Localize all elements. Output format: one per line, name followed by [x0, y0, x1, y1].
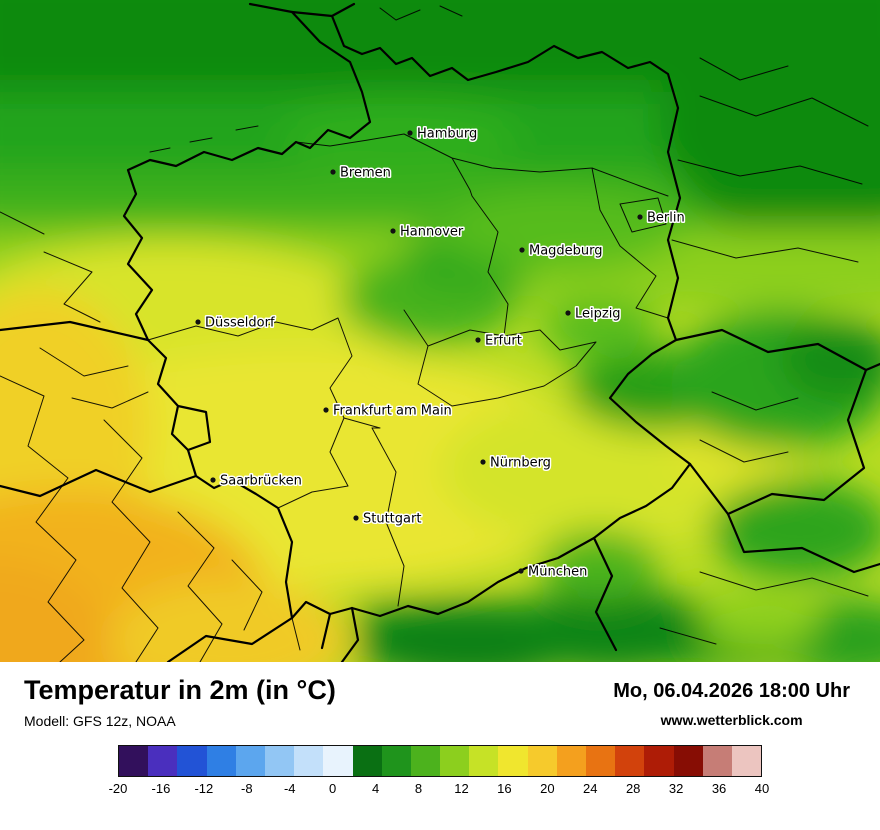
legend-tick-label: -4 — [283, 780, 296, 796]
legend-tick-label: 12 — [454, 780, 469, 796]
city-label: München — [528, 565, 587, 580]
legend-segment — [206, 745, 236, 776]
city-marker-magdeburg: Magdeburg — [519, 242, 604, 260]
legend-segment — [527, 745, 557, 776]
legend-tick-label: -16 — [151, 780, 171, 796]
legend-segment — [702, 745, 732, 776]
legend-tick-labels: -20 -16 -12 -8 -4 0 4 8 12 16 20 24 28 32 36 40 — [109, 780, 770, 801]
run-info-block: Mo, 06.04.2026 18:00 Uhr www.wetterblick… — [613, 680, 850, 728]
legend-color-bar — [118, 744, 762, 777]
legend-segment — [673, 745, 703, 776]
city-label: Nürnberg — [490, 456, 551, 471]
city-label: Erfurt — [485, 334, 522, 349]
legend-segment — [498, 745, 528, 776]
legend-segment — [731, 745, 762, 776]
city-marker-stuttgart: Stuttgart — [353, 510, 423, 528]
city-dot — [480, 459, 486, 465]
legend-segment — [586, 745, 616, 776]
legend-segment — [644, 745, 674, 776]
city-marker-hannover: Hannover — [390, 223, 465, 241]
legend-segment — [381, 745, 411, 776]
city-dot — [210, 477, 216, 483]
page-title: Temperatur in 2m (in °C) — [24, 675, 336, 705]
legend-tick-label: 28 — [625, 780, 641, 796]
legend-tick-label: 0 — [329, 780, 337, 796]
city-label: Saarbrücken — [220, 474, 302, 489]
legend-segment — [264, 745, 295, 776]
city-label: Leipzig — [575, 307, 621, 322]
city-dot — [330, 169, 336, 175]
website-label: www.wetterblick.com — [660, 712, 803, 728]
legend-tick-label: 24 — [583, 780, 598, 796]
title-block: Temperatur in 2m (in °C) Modell: GFS 12z… — [24, 675, 336, 729]
cities-layer: Hamburg Bremen Hannover Berlin Magdeburg Düss… — [195, 125, 686, 581]
temperature-field-blobs — [0, 0, 880, 662]
city-label: Frankfurt am Main — [333, 404, 452, 419]
city-marker-leipzig: Leipzig — [565, 305, 622, 323]
temperature-legend: -20 -16 -12 -8 -4 0 4 8 12 16 20 24 28 32 36 40 — [109, 744, 770, 801]
legend-segment — [615, 745, 645, 776]
city-marker-berlin: Berlin — [637, 209, 686, 227]
city-marker-d-sseldorf: Düsseldorf — [195, 314, 276, 332]
legend-segment — [148, 745, 178, 776]
city-dot — [323, 407, 329, 413]
city-dot — [390, 228, 396, 234]
map-svg: Hamburg Bremen Hannover Berlin Magdeburg Düss… — [0, 0, 880, 662]
legend-segment — [323, 745, 353, 776]
city-marker-saarbr-cken: Saarbrücken — [210, 472, 303, 490]
legend-segment — [235, 745, 265, 776]
city-dot — [637, 214, 643, 220]
legend-segment — [352, 745, 382, 776]
city-label: Bremen — [340, 166, 391, 181]
legend-tick-label: 32 — [668, 780, 684, 796]
legend-tick-label: 36 — [711, 780, 727, 796]
city-marker-frankfurt-am-main: Frankfurt am Main — [323, 402, 453, 420]
legend-tick-label: -8 — [241, 780, 253, 796]
city-dot — [519, 247, 525, 253]
legend-tick-label: 4 — [371, 780, 380, 796]
city-marker-bremen: Bremen — [330, 164, 392, 182]
legend-segment — [177, 745, 207, 776]
state-borders — [0, 5, 869, 662]
city-marker-m-nchen: München — [518, 563, 589, 581]
legend-tick-label: 16 — [497, 780, 512, 796]
city-dot — [475, 337, 481, 343]
city-label: Magdeburg — [529, 244, 603, 259]
legend-tick-label: 20 — [540, 780, 555, 796]
city-marker-hamburg: Hamburg — [407, 125, 479, 143]
city-marker-erfurt: Erfurt — [475, 332, 523, 350]
city-label: Hamburg — [417, 127, 477, 142]
legend-tick-label: -12 — [194, 780, 214, 796]
legend-segment — [294, 745, 324, 776]
legend-segment — [119, 745, 149, 776]
legend-segment — [440, 745, 470, 776]
legend-tick-label: 40 — [754, 780, 770, 796]
city-dot — [565, 310, 571, 316]
legend-tick-label: 8 — [414, 780, 423, 796]
footer: Temperatur in 2m (in °C) Modell: GFS 12z… — [0, 662, 880, 830]
germany-border — [122, 10, 692, 620]
city-dot — [195, 319, 201, 325]
run-datetime: Mo, 06.04.2026 18:00 Uhr — [613, 680, 850, 702]
city-label: Berlin — [647, 211, 685, 226]
city-label: Stuttgart — [363, 512, 421, 527]
legend-segment — [469, 745, 499, 776]
city-dot — [518, 568, 524, 574]
country-borders — [0, 2, 880, 662]
temperature-map: Hamburg Bremen Hannover Berlin Magdeburg Düss… — [0, 0, 880, 662]
model-info: Modell: GFS 12z, NOAA — [24, 712, 176, 729]
legend-tick-label: -20 — [108, 780, 128, 796]
city-label: Düsseldorf — [205, 316, 275, 331]
city-label: Hannover — [400, 225, 464, 240]
city-dot — [407, 130, 413, 136]
legend-segment — [556, 745, 586, 776]
city-marker-n-rnberg: Nürnberg — [480, 454, 552, 472]
city-dot — [353, 515, 359, 521]
legend-segment — [410, 745, 441, 776]
